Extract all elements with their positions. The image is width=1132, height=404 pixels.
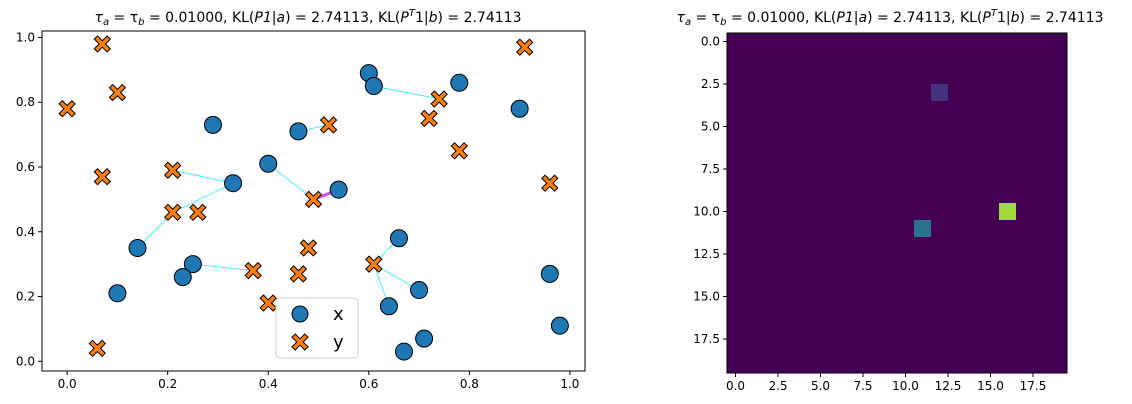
- x-tick-label: 1.0: [560, 377, 579, 391]
- legend-y-marker: [291, 333, 309, 351]
- x-point: [183, 255, 202, 274]
- scatter-points: [58, 35, 569, 361]
- scatter-chart-title: τa = τb = 0.01000, KL(P1|a) = 2.74113, K…: [95, 8, 522, 28]
- transport-link: [172, 182, 234, 213]
- y-point: [164, 161, 182, 179]
- transport-link: [172, 169, 234, 184]
- scatter-x-axis: 0.0 0.2 0.4 0.6 0.8 1.0: [58, 371, 579, 391]
- y-point: [164, 203, 182, 222]
- heatmap-x-tick-label: 5.0: [811, 379, 830, 393]
- heatmap-x-tick-label: 2.5: [768, 379, 787, 393]
- heatmap-y-tick-label: 10.0: [693, 205, 720, 219]
- y-tick-label: 0.8: [16, 95, 35, 109]
- legend-x-label: x: [333, 304, 344, 325]
- y-point: [430, 90, 448, 108]
- y-point: [289, 265, 308, 283]
- legend-box: [275, 297, 359, 359]
- y-point: [108, 83, 127, 102]
- x-tick-label: 0.8: [460, 377, 479, 391]
- x-point: [389, 229, 408, 248]
- legend: x y: [275, 297, 359, 359]
- y-point: [450, 142, 469, 160]
- x-tick-label: 0.0: [58, 377, 77, 391]
- heatmap-x-tick-label: 17.5: [1020, 379, 1047, 393]
- heatmap-chart: τa = τb = 0.01000, KL(P1|a) = 2.74113, K…: [677, 8, 1104, 393]
- y-tick-label: 0.2: [16, 290, 35, 304]
- heatmap-cells: [914, 84, 1016, 237]
- heatmap-cell: [999, 203, 1016, 220]
- heatmap-chart-title: τa = τb = 0.01000, KL(P1|a) = 2.74113, K…: [677, 8, 1104, 28]
- y-point: [244, 261, 262, 280]
- x-point: [224, 174, 243, 193]
- y-point: [515, 38, 534, 56]
- heatmap-x-tick-label: 0.0: [726, 379, 745, 393]
- legend-y-label: y: [333, 332, 344, 353]
- heatmap-x-axis: 0.0 2.5 5.0 7.5 10.0 12.5 15.0 17.5: [726, 373, 1046, 393]
- x-point: [173, 268, 192, 287]
- y-tick-label: 1.0: [16, 30, 35, 44]
- heatmap-y-tick-label: 0.0: [701, 35, 720, 49]
- heatmap-y-tick-label: 2.5: [701, 77, 720, 91]
- heatmap-cell: [914, 220, 931, 237]
- x-tick-label: 0.6: [359, 377, 378, 391]
- heatmap-x-tick-label: 15.0: [977, 379, 1004, 393]
- scatter-chart: τa = τb = 0.01000, KL(P1|a) = 2.74113, K…: [16, 8, 586, 391]
- y-point: [299, 239, 318, 257]
- y-point: [93, 168, 112, 186]
- x-tick-label: 0.2: [158, 377, 177, 391]
- transport-link: [373, 85, 440, 100]
- scatter-y-axis: 0.0 0.2 0.4 0.6 0.8 1.0: [16, 30, 42, 368]
- x-point: [364, 77, 383, 96]
- heatmap-y-axis: 0.0 2.5 5.0 7.5 10.0 12.5 15.0 17.5: [693, 35, 727, 346]
- y-point: [259, 294, 277, 312]
- heatmap-x-tick-label: 12.5: [935, 379, 962, 393]
- x-point: [415, 329, 434, 348]
- x-point: [510, 99, 529, 118]
- heatmap-y-tick-label: 12.5: [693, 247, 720, 261]
- x-point: [379, 297, 398, 316]
- y-point: [58, 100, 76, 118]
- heatmap-y-tick-label: 5.0: [701, 120, 720, 134]
- x-point: [450, 73, 469, 92]
- y-point: [541, 174, 559, 192]
- heatmap-y-tick-label: 7.5: [701, 162, 720, 176]
- y-point: [189, 203, 207, 222]
- y-tick-label: 0.6: [16, 160, 35, 174]
- y-point: [304, 190, 323, 209]
- heatmap-x-tick-label: 10.0: [892, 379, 919, 393]
- x-point: [128, 238, 147, 257]
- legend-x-marker: [291, 305, 309, 323]
- x-point: [259, 154, 278, 173]
- transport-link: [192, 263, 254, 272]
- y-point: [88, 339, 107, 358]
- x-point: [410, 281, 429, 300]
- x-point: [329, 180, 348, 199]
- y-point: [420, 109, 438, 128]
- x-point: [540, 264, 559, 283]
- x-point: [203, 115, 222, 134]
- heatmap-frame: [726, 32, 1068, 374]
- y-point: [93, 35, 112, 53]
- x-point: [550, 316, 569, 335]
- y-tick-label: 0.0: [16, 354, 35, 368]
- x-point: [395, 342, 413, 361]
- heatmap-x-tick-label: 7.5: [853, 379, 872, 393]
- x-point: [108, 284, 127, 303]
- scatter-plot-frame: [41, 30, 586, 372]
- y-point: [365, 255, 383, 273]
- x-point: [289, 122, 308, 141]
- heatmap-y-tick-label: 17.5: [693, 332, 720, 346]
- heatmap-cell: [931, 84, 948, 101]
- heatmap-y-tick-label: 15.0: [693, 290, 720, 304]
- y-tick-label: 0.4: [16, 225, 35, 239]
- x-tick-label: 0.4: [259, 377, 278, 391]
- y-point: [319, 116, 338, 134]
